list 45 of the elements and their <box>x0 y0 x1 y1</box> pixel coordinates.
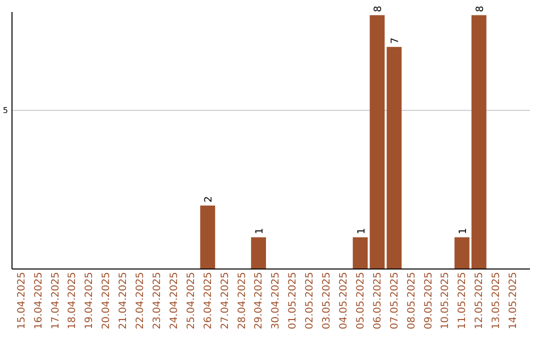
data-label: 2 <box>204 196 215 203</box>
x-tick-label: 02.05.2025 <box>304 272 316 330</box>
data-label: 1 <box>254 228 266 234</box>
x-tick-label: 29.04.2025 <box>254 272 265 330</box>
x-tick-label: 13.05.2025 <box>491 272 502 330</box>
x-tick-label: 06.05.2025 <box>372 272 384 330</box>
x-tick-label: 24.04.2025 <box>168 272 180 330</box>
data-label: 1 <box>458 228 469 234</box>
bar <box>251 237 266 269</box>
x-tick-label: 26.04.2025 <box>202 272 214 330</box>
x-tick-label: 18.04.2025 <box>67 272 78 330</box>
x-tick-label: 15.04.2025 <box>16 272 28 330</box>
data-label: 7 <box>390 38 402 44</box>
x-tick-label: 09.05.2025 <box>423 272 434 330</box>
x-tick-label: 01.05.2025 <box>288 272 299 330</box>
bar <box>471 15 486 269</box>
bar <box>386 46 402 269</box>
data-label: 1 <box>356 228 368 234</box>
bar <box>200 206 216 269</box>
x-tick-label: 17.04.2025 <box>50 272 62 330</box>
x-tick-label: 11.05.2025 <box>457 272 468 330</box>
x-tick-label: 19.04.2025 <box>84 272 96 330</box>
data-label: 8 <box>373 6 384 12</box>
bar <box>352 237 368 269</box>
x-tick-label: 30.04.2025 <box>270 272 282 330</box>
x-tick-label: 08.05.2025 <box>406 272 418 330</box>
y-tick-label: 5 <box>2 106 8 115</box>
x-tick-label: 25.04.2025 <box>186 272 197 330</box>
x-tick-label: 07.05.2025 <box>389 272 400 330</box>
x-tick-label: 12.05.2025 <box>474 272 486 330</box>
x-tick-label: 05.05.2025 <box>355 272 366 330</box>
x-tick-label: 04.05.2025 <box>338 272 350 330</box>
x-tick-label: 23.04.2025 <box>152 272 163 330</box>
x-tick-label: 20.04.2025 <box>101 272 112 330</box>
data-label: 8 <box>474 6 486 12</box>
x-tick-label: 28.04.2025 <box>236 272 248 330</box>
x-tick-label: 03.05.2025 <box>322 272 333 330</box>
x-tick-label: 16.04.2025 <box>33 272 44 330</box>
x-tick-label: 14.05.2025 <box>508 272 520 330</box>
bar <box>370 15 385 269</box>
x-tick-label: 27.04.2025 <box>220 272 231 330</box>
x-tick-label: 10.05.2025 <box>440 272 452 330</box>
x-tick-label: 21.04.2025 <box>118 272 130 330</box>
bar <box>454 237 470 269</box>
x-tick-label: 22.04.2025 <box>135 272 146 330</box>
